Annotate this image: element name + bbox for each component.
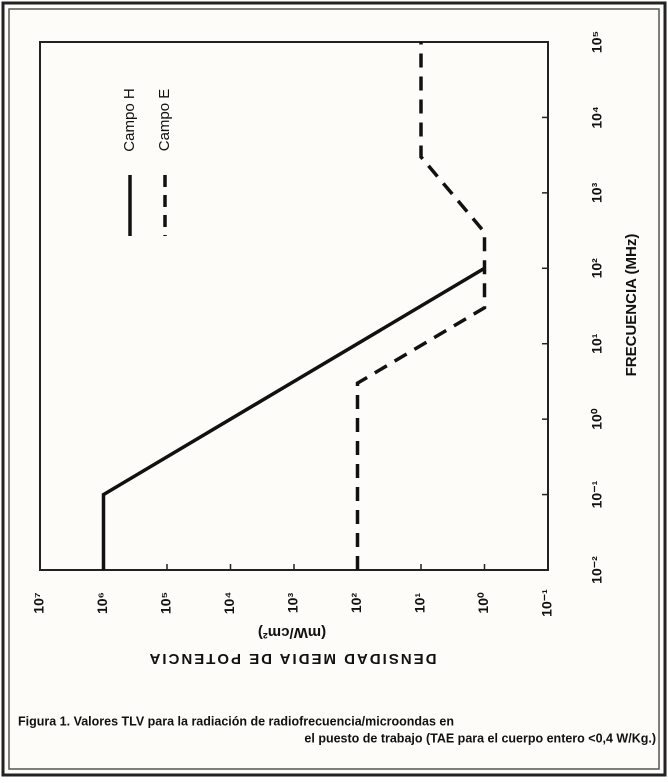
inner-frame xyxy=(8,8,660,770)
y-axis-unit: (mW/cm²) xyxy=(258,624,326,641)
caption: Figura 1. Valores TLV para la radiación … xyxy=(18,714,454,728)
y-tick-label: 10⁰ xyxy=(475,592,491,614)
legend-label: Campo H xyxy=(121,88,138,151)
y-tick-label: 10⁴ xyxy=(221,592,237,615)
x-tick-label: 10⁰ xyxy=(589,408,605,430)
series-line xyxy=(355,42,487,570)
x-tick-label: 10⁴ xyxy=(589,106,605,129)
y-tick-label: 10⁷ xyxy=(31,592,47,614)
x-tick-label: 10⁻² xyxy=(589,556,605,584)
caption: el puesto de trabajo (TAE para el cuerpo… xyxy=(304,731,656,745)
series-line xyxy=(101,266,486,570)
legend-label: Campo E xyxy=(156,89,173,152)
x-tick-label: 10¹ xyxy=(589,333,605,354)
y-tick-label: 10⁶ xyxy=(94,592,110,614)
y-tick-label: 10² xyxy=(348,593,364,614)
y-tick-label: 10⁵ xyxy=(158,592,174,614)
x-tick-label: 10³ xyxy=(589,182,605,203)
y-tick-label: 10³ xyxy=(285,593,301,614)
x-tick-label: 10² xyxy=(589,258,605,279)
y-axis-title: DENSIDAD MEDIA DE POTENCIA xyxy=(148,650,437,667)
x-tick-label: 10⁵ xyxy=(589,31,605,53)
x-axis-title: FRECUENCIA (MHz) xyxy=(623,234,640,377)
x-tick-label: 10⁻¹ xyxy=(589,480,605,508)
y-tick-label: 10¹ xyxy=(412,593,428,614)
y-tick-label: 10⁻¹ xyxy=(539,589,555,617)
